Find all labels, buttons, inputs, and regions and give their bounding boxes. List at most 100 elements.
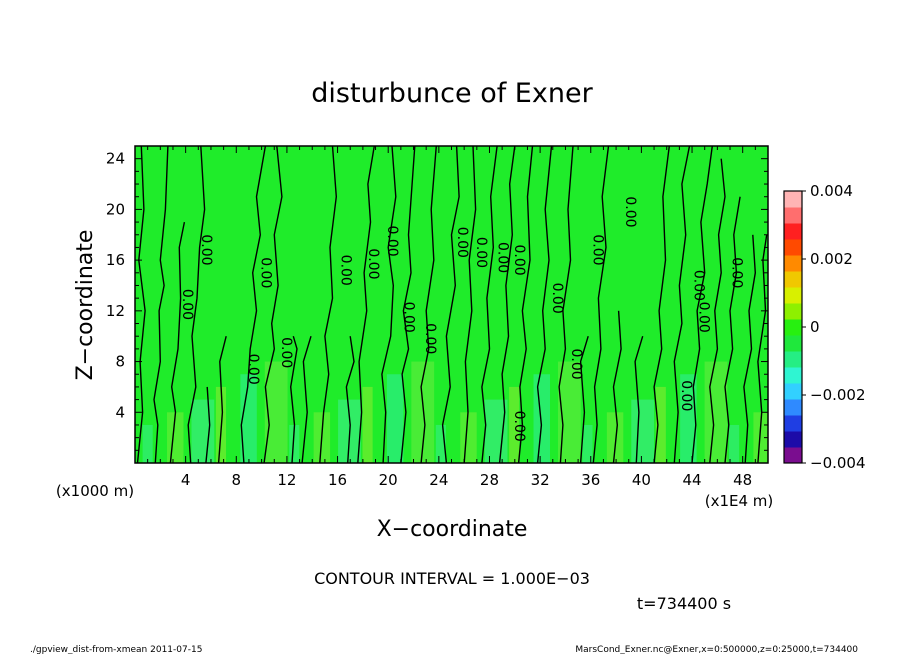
contour-label: 0.00 xyxy=(729,257,745,288)
y-tick-label: 16 xyxy=(106,251,125,269)
field-patch xyxy=(411,361,435,463)
time-text: t=734400 s xyxy=(637,594,731,613)
colorbar-swatch xyxy=(784,191,802,208)
contour-line xyxy=(169,221,186,463)
field-patch xyxy=(680,374,697,463)
contour-line xyxy=(709,158,726,463)
contour-line xyxy=(357,146,375,463)
contour-label: 0.00 xyxy=(365,248,381,279)
y-axis-ticks: 4 8 12 16 20 24 xyxy=(106,150,768,451)
contour-label: 0.00 xyxy=(258,257,274,288)
colorbar-swatch xyxy=(784,447,802,464)
x-tick-label: 8 xyxy=(232,471,242,489)
x-tick-label: 12 xyxy=(277,471,296,489)
contour-label: 0.00 xyxy=(568,349,584,380)
contour-line xyxy=(217,336,227,463)
x-axis-ticks: 4 8 12 16 20 24 28 32 36 40 44 48 xyxy=(147,146,756,489)
y-tick-label: 24 xyxy=(106,150,125,168)
contour-line xyxy=(653,146,670,463)
contour-lines xyxy=(136,146,768,463)
field-patch xyxy=(509,386,520,463)
y-tick-label: 20 xyxy=(106,200,125,218)
contour-line xyxy=(153,146,169,463)
contour-label: 0.00 xyxy=(198,234,214,265)
contour-label: 0.00 xyxy=(511,245,527,276)
x-tick-label: 48 xyxy=(733,471,752,489)
colorbar-swatch xyxy=(784,351,802,368)
contour-label: 0.00 xyxy=(511,411,527,442)
contour-label: 0.00 xyxy=(696,302,712,333)
contour-line xyxy=(757,234,768,463)
contour-line xyxy=(136,146,146,463)
field-patch xyxy=(606,412,624,463)
field-patch xyxy=(386,374,404,463)
field-patch xyxy=(655,386,666,463)
contour-interval-text: CONTOUR INTERVAL = 1.000E−03 xyxy=(314,569,590,588)
colorbar-swatch xyxy=(784,255,802,272)
contour-label: 0.00 xyxy=(622,196,638,227)
contour-label: 0.00 xyxy=(494,242,510,273)
contour-line xyxy=(536,146,553,463)
colorbar-tick-label: 0.002 xyxy=(810,250,853,268)
contour-line xyxy=(345,336,355,463)
contour-label: 0.00 xyxy=(454,227,470,258)
field-patch xyxy=(533,374,550,463)
contour-line xyxy=(205,386,211,463)
x-tick-label: 28 xyxy=(480,471,499,489)
contour-line xyxy=(301,335,312,463)
colorbar-swatch xyxy=(784,415,802,432)
field-patch xyxy=(557,361,581,463)
y-axis-label: Z−coordinate xyxy=(73,230,98,381)
field-patch xyxy=(240,374,257,463)
contour-label: 0.00 xyxy=(473,237,489,268)
contour-line xyxy=(381,146,397,463)
field-patch xyxy=(631,399,655,463)
contour-line xyxy=(481,146,498,463)
x-tick-label: 32 xyxy=(531,471,550,489)
field-patch xyxy=(704,361,728,463)
footer-right: MarsCond_Exner.nc@Exner,x=0:500000,z=0:2… xyxy=(575,645,858,654)
colorbar-tick-label: −0.002 xyxy=(810,386,866,404)
contour-line xyxy=(558,146,574,463)
colorbar-swatch xyxy=(784,319,802,336)
contour-line xyxy=(724,196,741,463)
colorbar xyxy=(783,190,803,464)
contour-line xyxy=(612,310,622,463)
contour-label: 0.00 xyxy=(422,323,438,354)
contour-line xyxy=(517,146,534,463)
chart-title: disturbunce of Exner xyxy=(311,78,593,109)
x-tick-label: 4 xyxy=(181,471,191,489)
contour-line xyxy=(289,336,298,463)
colorbar-swatch xyxy=(784,303,802,320)
contour-line xyxy=(240,146,267,463)
colorbar-swatch xyxy=(784,271,802,288)
contour-label: 0.00 xyxy=(179,289,195,320)
contour-label: 0.00 xyxy=(384,226,400,257)
field-patch xyxy=(362,386,373,463)
field-patch xyxy=(191,399,215,463)
colorbar-tick-labels: 0.004 0.002 0 −0.002 −0.004 xyxy=(802,182,866,472)
field-patch xyxy=(289,424,300,463)
x-tick-label: 20 xyxy=(379,471,398,489)
field-patch xyxy=(264,361,288,463)
colorbar-swatch xyxy=(784,367,802,384)
contour-label: 0.00 xyxy=(589,234,605,265)
x-tick-label: 36 xyxy=(581,471,600,489)
contour-label: 0.00 xyxy=(245,354,261,385)
contour-line xyxy=(691,146,713,463)
contour-line xyxy=(743,234,757,463)
field-patch xyxy=(435,424,446,463)
contour-label: 0.00 xyxy=(401,302,417,333)
field-patch xyxy=(142,424,153,463)
y-tick-label: 4 xyxy=(115,403,125,421)
colorbar-tick-label: −0.004 xyxy=(810,454,866,472)
colorbar-tick-label: 0.004 xyxy=(810,182,853,200)
field-patch xyxy=(582,424,593,463)
x-unit-label: (x1E4 m) xyxy=(705,492,774,510)
x-axis-label: X−coordinate xyxy=(377,517,528,542)
contour-line xyxy=(579,335,589,463)
colorbar-swatch xyxy=(784,383,802,400)
contour-line xyxy=(441,146,460,463)
contour-line xyxy=(400,146,416,463)
